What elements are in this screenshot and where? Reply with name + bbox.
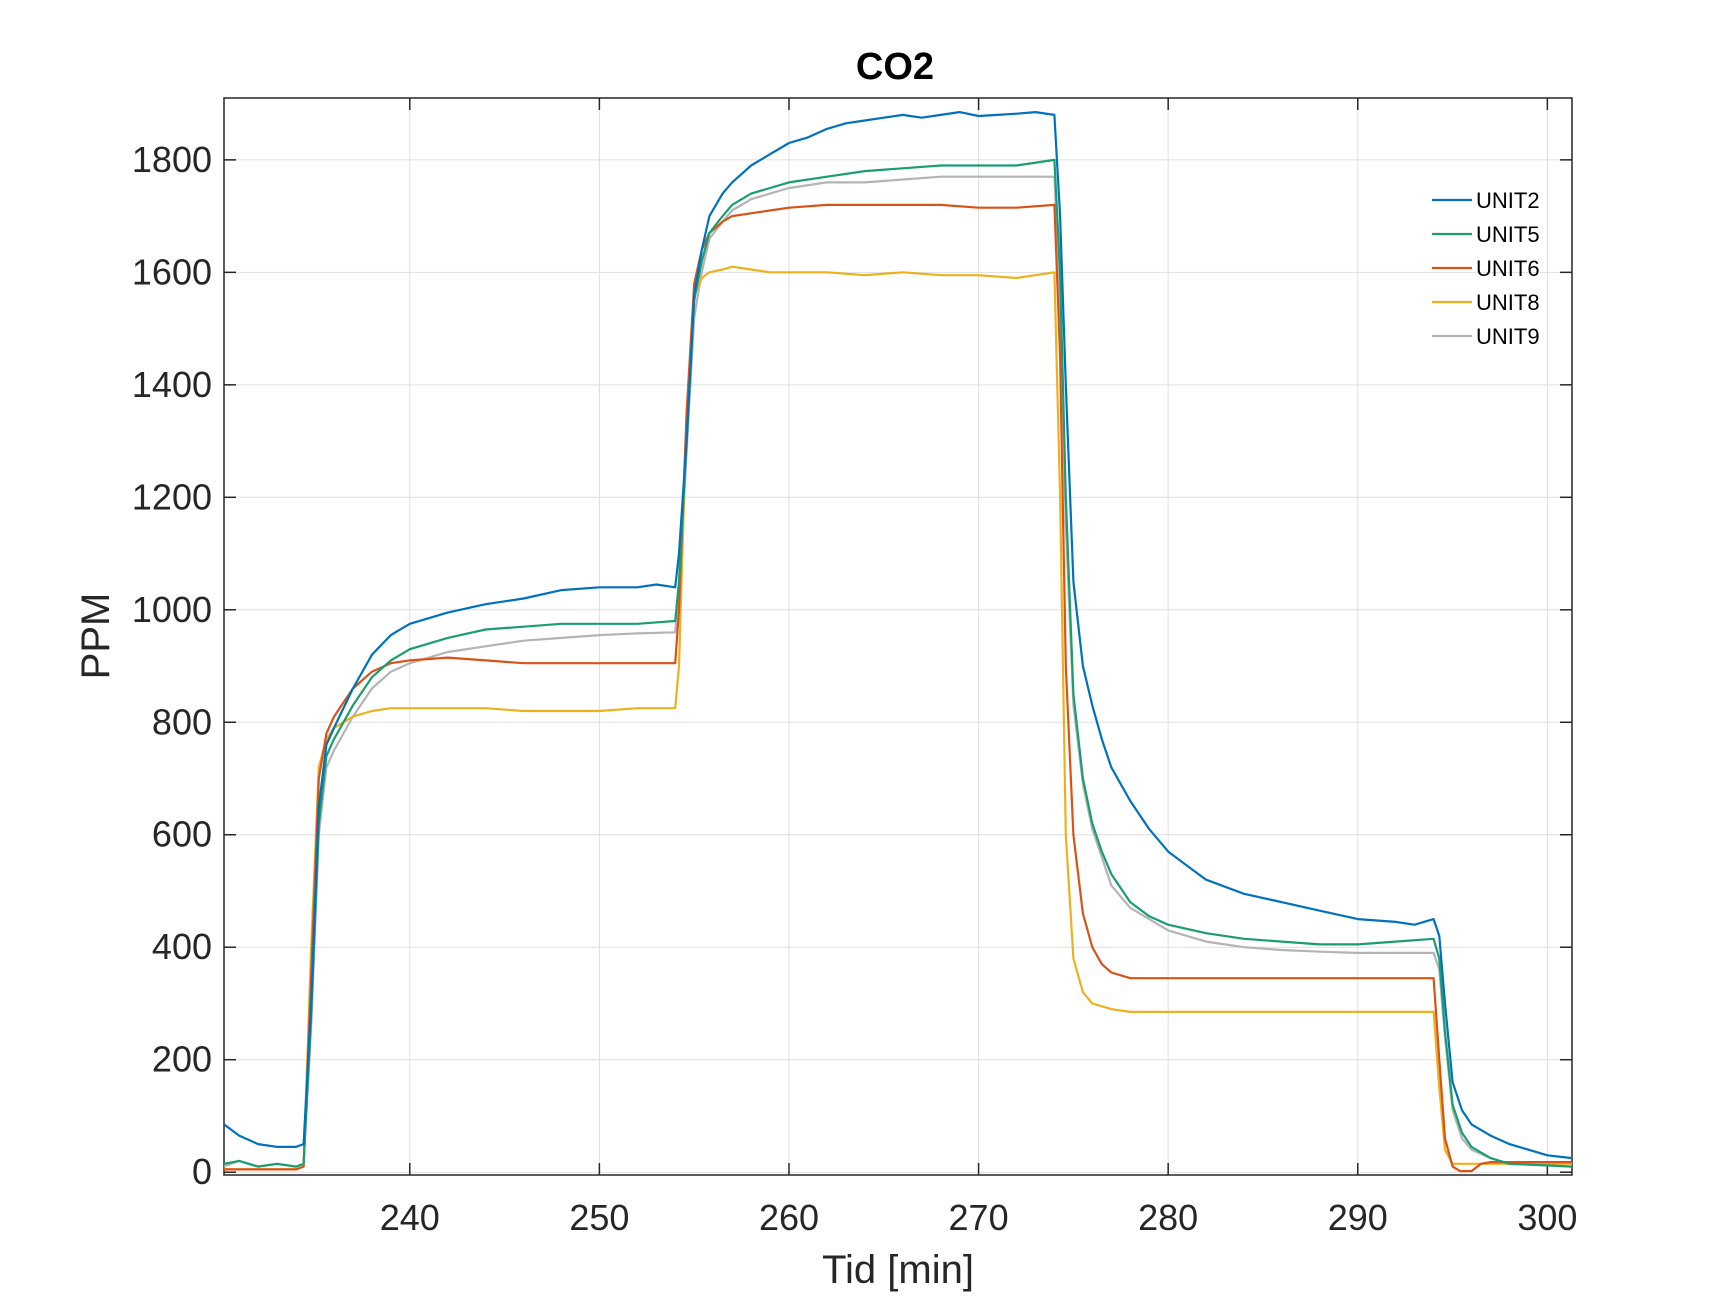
x-tick-label: 290	[1328, 1197, 1388, 1238]
x-tick-label: 250	[569, 1197, 629, 1238]
y-tick-label: 0	[192, 1151, 212, 1192]
series-line-unit6	[224, 203, 1572, 1173]
series-layer	[223, 111, 1573, 1173]
legend-entry-unit8: UNIT8	[1476, 290, 1540, 315]
y-tick-label: 1200	[132, 476, 212, 517]
series-line-unit8	[224, 265, 1572, 1171]
y-tick-label: 1600	[132, 251, 212, 292]
x-tick-label: 280	[1138, 1197, 1198, 1238]
x-axis: 240 250 260 270 280 290 300	[380, 98, 1577, 1238]
legend-entry-unit2: UNIT2	[1476, 188, 1540, 213]
y-tick-label: 600	[152, 814, 212, 855]
y-tick-label: 800	[152, 701, 212, 742]
series-line-unit9	[223, 175, 1573, 1168]
y-axis-label: PPM	[74, 593, 118, 680]
y-tick-label: 1800	[132, 139, 212, 180]
y-tick-label: 400	[152, 926, 212, 967]
y-tick-label: 1400	[132, 364, 212, 405]
x-tick-label: 300	[1517, 1197, 1577, 1238]
x-tick-label: 240	[380, 1197, 440, 1238]
legend-entry-unit5: UNIT5	[1476, 222, 1540, 247]
grid	[224, 98, 1572, 1175]
chart-title: CO2	[856, 46, 934, 88]
legend-entry-unit6: UNIT6	[1476, 256, 1540, 281]
x-axis-label: Tid [min]	[822, 1248, 974, 1292]
y-axis: 0 200 400 600 800 1000 1200 1400 1600 1800	[132, 139, 1572, 1192]
x-tick-label: 270	[949, 1197, 1009, 1238]
series-line-unit5	[223, 158, 1573, 1168]
x-tick-label: 260	[759, 1197, 819, 1238]
y-tick-label: 1000	[132, 589, 212, 630]
legend: UNIT2 UNIT5 UNIT6 UNIT8 UNIT9	[1432, 188, 1540, 349]
series-line-unit2	[223, 111, 1573, 1160]
y-tick-label: 200	[152, 1039, 212, 1080]
legend-entry-unit9: UNIT9	[1476, 324, 1540, 349]
plot-area	[223, 97, 1573, 1176]
